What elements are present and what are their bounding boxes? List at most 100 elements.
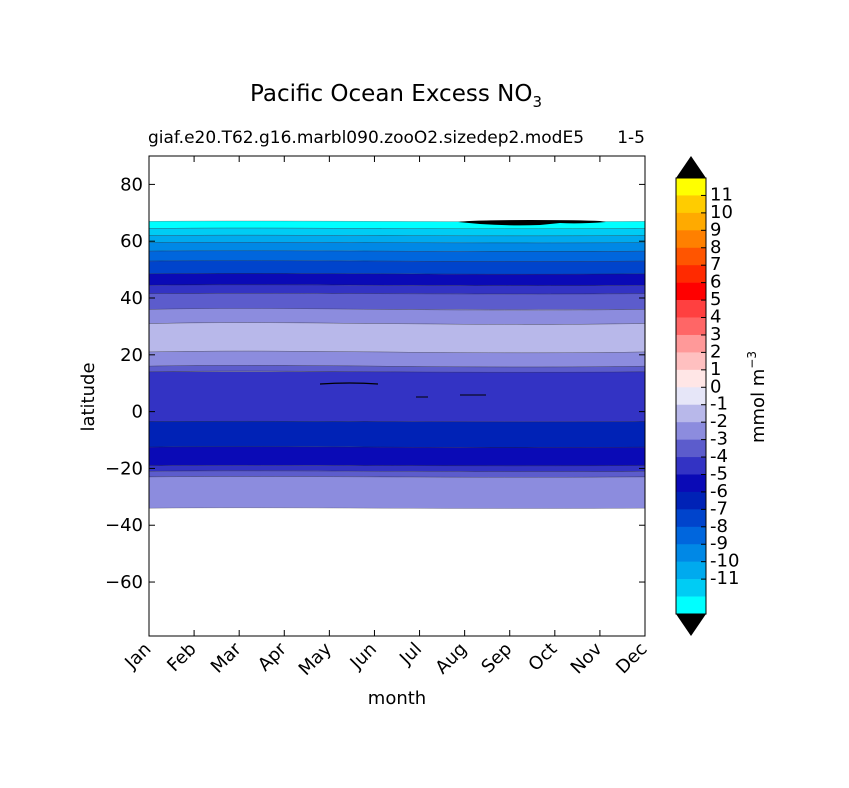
colorbar-segment bbox=[676, 334, 706, 353]
x-tick-label: Feb bbox=[163, 639, 200, 676]
y-axis-label: latitude bbox=[78, 362, 99, 431]
y-tick-label: −40 bbox=[105, 515, 143, 536]
y-tick-label: 80 bbox=[120, 174, 143, 195]
colorbar-segment bbox=[676, 195, 706, 214]
chart-subtitle-right: 1-5 bbox=[617, 128, 645, 148]
chart-subtitle: giaf.e20.T62.g16.marbl090.zooO2.sizedep2… bbox=[148, 128, 584, 148]
colorbar-segment bbox=[676, 282, 706, 301]
x-tick-label: Sep bbox=[477, 639, 516, 678]
colorbar-tick-label: -5 bbox=[710, 463, 728, 484]
colorbar-tick-label: 7 bbox=[710, 254, 721, 275]
contour-band bbox=[148, 308, 646, 325]
colorbar-segment bbox=[676, 300, 706, 318]
x-tick-label: Aug bbox=[431, 639, 471, 679]
colorbar-tick-label: -1 bbox=[710, 394, 728, 415]
colorbar-tick-label: -7 bbox=[710, 498, 728, 519]
colorbar-segment bbox=[676, 178, 706, 196]
chart-title: Pacific Ocean Excess NO3 bbox=[250, 81, 542, 111]
colorbar-segment bbox=[676, 544, 706, 562]
contour-band bbox=[148, 465, 646, 472]
colorbar-tick-label: -6 bbox=[710, 481, 728, 502]
y-tick-label: 0 bbox=[132, 402, 143, 423]
contour-details bbox=[319, 220, 606, 398]
contour-band bbox=[148, 293, 646, 310]
contour-band bbox=[148, 421, 646, 448]
x-tick-label: Jul bbox=[395, 639, 426, 670]
colorbar-frame bbox=[675, 177, 707, 615]
y-tick-label: −60 bbox=[105, 572, 143, 593]
contour-bands bbox=[148, 220, 646, 509]
colorbar-tick-label: 11 bbox=[710, 184, 733, 205]
colorbar-segment bbox=[676, 491, 706, 510]
colorbar-segment bbox=[676, 265, 706, 283]
colorbar-tick-label: 2 bbox=[710, 341, 721, 362]
y-axis: 80 60 40 20 0 −20 −40 −60 bbox=[105, 174, 645, 593]
x-tick-label: Jun bbox=[346, 639, 381, 674]
colorbar-segment bbox=[676, 212, 706, 231]
colorbar-segment bbox=[676, 509, 706, 528]
y-tick-label: 60 bbox=[120, 231, 143, 252]
colorbar-tick-label: 9 bbox=[710, 219, 721, 240]
colorbar-tick-label: 0 bbox=[710, 376, 721, 397]
contour-band bbox=[148, 242, 646, 252]
colorbar-tick-label: 8 bbox=[710, 237, 721, 258]
contour-line bbox=[319, 382, 379, 385]
colorbar-segment bbox=[676, 579, 706, 597]
contour-band bbox=[148, 446, 646, 467]
colorbar-segment bbox=[676, 317, 706, 336]
colorbar-segment bbox=[676, 247, 706, 266]
y-tick-label: 40 bbox=[120, 288, 143, 309]
colorbar-under-arrow bbox=[676, 614, 706, 636]
colorbar-tick-label: -11 bbox=[710, 568, 739, 589]
contour-band bbox=[148, 371, 646, 423]
contour-band bbox=[148, 234, 646, 244]
colorbar-over-arrow bbox=[676, 156, 706, 178]
colorbar-tick-label: -8 bbox=[710, 516, 728, 537]
contour-band bbox=[148, 260, 646, 275]
colorbar-tick-label: 1 bbox=[710, 359, 721, 380]
contour-band bbox=[148, 273, 646, 286]
colorbar-segment bbox=[676, 352, 706, 371]
x-tick-label: Dec bbox=[612, 639, 651, 678]
x-tick-label: Jan bbox=[120, 639, 155, 674]
colorbar-segment bbox=[676, 369, 706, 388]
colorbar-tick-label: -4 bbox=[710, 446, 728, 467]
colorbar-segment bbox=[676, 404, 706, 423]
x-tick-label: Apr bbox=[254, 638, 291, 675]
contour-band bbox=[148, 322, 646, 354]
colorbar-tick-label: 10 bbox=[710, 202, 733, 223]
colorbar-segment bbox=[676, 596, 706, 615]
colorbar-tick-label: -10 bbox=[710, 551, 739, 572]
plot-area bbox=[148, 155, 646, 637]
contour-band bbox=[148, 284, 646, 295]
colorbar-tick-label: 4 bbox=[710, 307, 721, 328]
colorbar-tick-label: 5 bbox=[710, 289, 721, 310]
colorbar-tick-label: -2 bbox=[710, 411, 728, 432]
colorbar-label: mmol m−3 bbox=[745, 351, 769, 443]
colorbar-segment bbox=[676, 230, 706, 249]
contour-band bbox=[148, 250, 646, 262]
colorbar-segment bbox=[676, 474, 706, 493]
colorbar-segment bbox=[676, 561, 706, 580]
colorbar-tick-label: 6 bbox=[710, 272, 721, 293]
plot-frame bbox=[148, 155, 646, 637]
x-axis-label: month bbox=[368, 688, 426, 709]
contour-band bbox=[148, 227, 646, 237]
x-tick-label: Oct bbox=[524, 639, 561, 676]
colorbar-segment bbox=[676, 422, 706, 440]
x-tick-label: Nov bbox=[567, 638, 607, 678]
contour-band bbox=[148, 476, 646, 509]
colorbar-segment bbox=[676, 387, 706, 406]
contour-band bbox=[148, 350, 646, 368]
colorbar-segment bbox=[676, 439, 706, 458]
y-tick-label: 20 bbox=[120, 345, 143, 366]
colorbar-segment bbox=[676, 526, 706, 545]
contour-band bbox=[148, 470, 646, 478]
overrange-patch bbox=[458, 220, 606, 226]
colorbar-segment bbox=[676, 457, 706, 475]
x-tick-label: Mar bbox=[207, 638, 246, 677]
colorbar-tick-label: -3 bbox=[710, 429, 728, 450]
colorbar-tick-label: 3 bbox=[710, 324, 721, 345]
